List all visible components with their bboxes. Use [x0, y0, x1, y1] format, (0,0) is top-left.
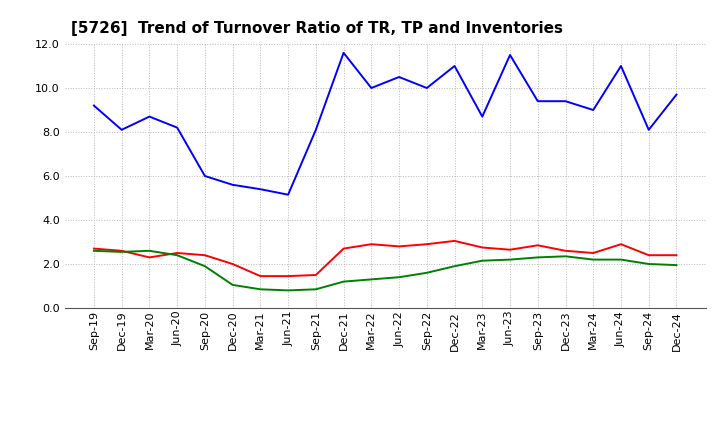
- Inventories: [367, 277, 376, 282]
- Trade Payables: [589, 107, 598, 113]
- Trade Receivables: [89, 246, 98, 251]
- Inventories: [561, 253, 570, 259]
- Trade Receivables: [228, 261, 237, 267]
- Trade Payables: [228, 182, 237, 187]
- Trade Receivables: [478, 245, 487, 250]
- Trade Payables: [339, 50, 348, 55]
- Inventories: [201, 264, 210, 269]
- Trade Payables: [117, 127, 126, 132]
- Inventories: [616, 257, 625, 262]
- Trade Payables: [145, 114, 154, 119]
- Trade Receivables: [145, 255, 154, 260]
- Trade Receivables: [505, 247, 514, 253]
- Inventories: [534, 255, 542, 260]
- Line: Trade Payables: Trade Payables: [94, 53, 677, 194]
- Trade Receivables: [367, 242, 376, 247]
- Trade Receivables: [672, 253, 681, 258]
- Inventories: [228, 282, 237, 288]
- Trade Receivables: [616, 242, 625, 247]
- Inventories: [589, 257, 598, 262]
- Trade Payables: [616, 63, 625, 69]
- Trade Receivables: [201, 253, 210, 258]
- Trade Receivables: [450, 238, 459, 244]
- Line: Inventories: Inventories: [94, 251, 677, 290]
- Inventories: [395, 275, 403, 280]
- Trade Receivables: [395, 244, 403, 249]
- Trade Payables: [672, 92, 681, 97]
- Inventories: [339, 279, 348, 284]
- Trade Receivables: [561, 248, 570, 253]
- Trade Payables: [173, 125, 181, 130]
- Trade Payables: [89, 103, 98, 108]
- Trade Payables: [284, 192, 292, 197]
- Trade Receivables: [173, 250, 181, 256]
- Trade Payables: [423, 85, 431, 91]
- Trade Payables: [312, 127, 320, 132]
- Trade Payables: [644, 127, 653, 132]
- Inventories: [644, 261, 653, 267]
- Trade Payables: [256, 187, 265, 192]
- Inventories: [173, 253, 181, 258]
- Trade Receivables: [423, 242, 431, 247]
- Trade Payables: [450, 63, 459, 69]
- Trade Receivables: [589, 250, 598, 256]
- Trade Receivables: [284, 273, 292, 279]
- Inventories: [505, 257, 514, 262]
- Line: Trade Receivables: Trade Receivables: [94, 241, 677, 276]
- Text: [5726]  Trend of Turnover Ratio of TR, TP and Inventories: [5726] Trend of Turnover Ratio of TR, TP…: [71, 21, 563, 36]
- Trade Payables: [561, 99, 570, 104]
- Inventories: [312, 287, 320, 292]
- Trade Payables: [395, 74, 403, 80]
- Trade Receivables: [644, 253, 653, 258]
- Inventories: [145, 248, 154, 253]
- Trade Receivables: [534, 243, 542, 248]
- Inventories: [423, 270, 431, 275]
- Inventories: [256, 287, 265, 292]
- Trade Receivables: [312, 272, 320, 278]
- Trade Payables: [505, 52, 514, 58]
- Inventories: [117, 249, 126, 254]
- Inventories: [478, 258, 487, 263]
- Trade Payables: [367, 85, 376, 91]
- Trade Receivables: [117, 248, 126, 253]
- Trade Payables: [478, 114, 487, 119]
- Trade Payables: [534, 99, 542, 104]
- Inventories: [284, 288, 292, 293]
- Trade Receivables: [256, 273, 265, 279]
- Inventories: [450, 264, 459, 269]
- Trade Receivables: [339, 246, 348, 251]
- Inventories: [672, 262, 681, 268]
- Trade Payables: [201, 173, 210, 179]
- Inventories: [89, 248, 98, 253]
